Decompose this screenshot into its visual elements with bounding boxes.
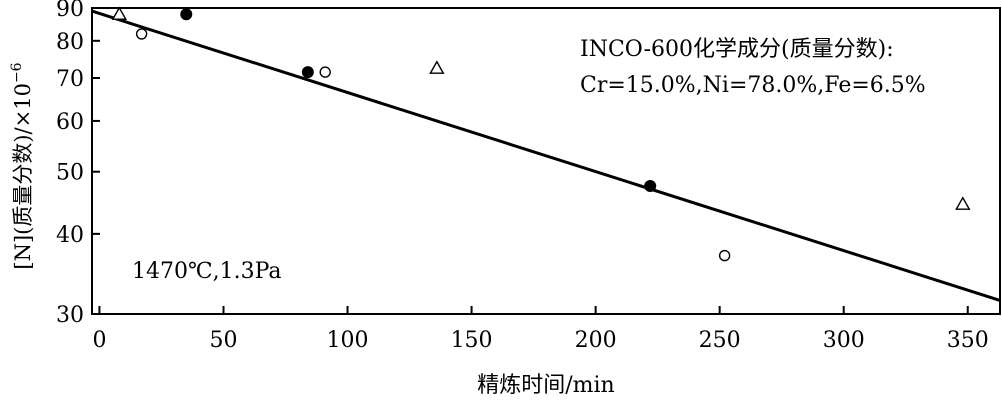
y-axis-label-group: [N](质量分数)/×10−6	[9, 62, 35, 269]
y-tick-label: 50	[56, 161, 84, 186]
x-tick-label: 100	[327, 328, 369, 353]
data-point-open-circle	[319, 66, 331, 78]
x-tick-label: 300	[823, 328, 865, 353]
annotation-conditions: 1470℃,1.3Pa	[132, 259, 282, 284]
data-point-filled-circle	[301, 66, 314, 79]
data-point-open-circle	[718, 249, 731, 262]
plot-frame	[91, 7, 1001, 315]
data-point-open-circle	[135, 28, 148, 40]
data-point-triangle	[429, 60, 445, 74]
x-tick-label: 150	[451, 328, 493, 353]
y-axis-label-exponent: −6	[9, 62, 25, 83]
y-axis: 30 40 50 60 70 80 90	[56, 0, 100, 328]
x-tick-label: 200	[575, 328, 617, 353]
annotation-composition: Cr=15.0%,Ni=78.0%,Fe=6.5%	[580, 73, 926, 98]
x-axis: 0 50 100 150 200 250 300 350	[92, 306, 989, 353]
data-point-triangle	[111, 6, 127, 20]
data-point-filled-circle	[644, 180, 657, 193]
y-tick-label: 40	[56, 223, 84, 248]
data-points	[111, 6, 971, 262]
data-point-filled-circle	[180, 8, 193, 21]
y-axis-label: [N](质量分数)/×10−6	[9, 62, 35, 269]
y-tick-label: 60	[56, 110, 84, 135]
y-tick-label: 70	[56, 67, 84, 92]
x-axis-label: 精炼时间/min	[477, 373, 614, 398]
x-tick-label: 50	[209, 328, 237, 353]
plot-area	[91, 7, 1001, 315]
x-tick-label: 0	[92, 328, 106, 353]
annotation-title: INCO-600化学成分(质量分数):	[580, 37, 894, 62]
y-tick-label: 90	[56, 0, 84, 22]
x-tick-label: 350	[947, 328, 989, 353]
y-tick-label: 80	[56, 30, 84, 55]
data-point-triangle	[955, 196, 971, 210]
trend-line	[91, 9, 1001, 302]
y-tick-label: 30	[56, 303, 84, 328]
y-axis-label-main: [N](质量分数)/×10	[11, 83, 35, 270]
trend-line-group	[91, 9, 1001, 302]
x-tick-label: 250	[699, 328, 741, 353]
